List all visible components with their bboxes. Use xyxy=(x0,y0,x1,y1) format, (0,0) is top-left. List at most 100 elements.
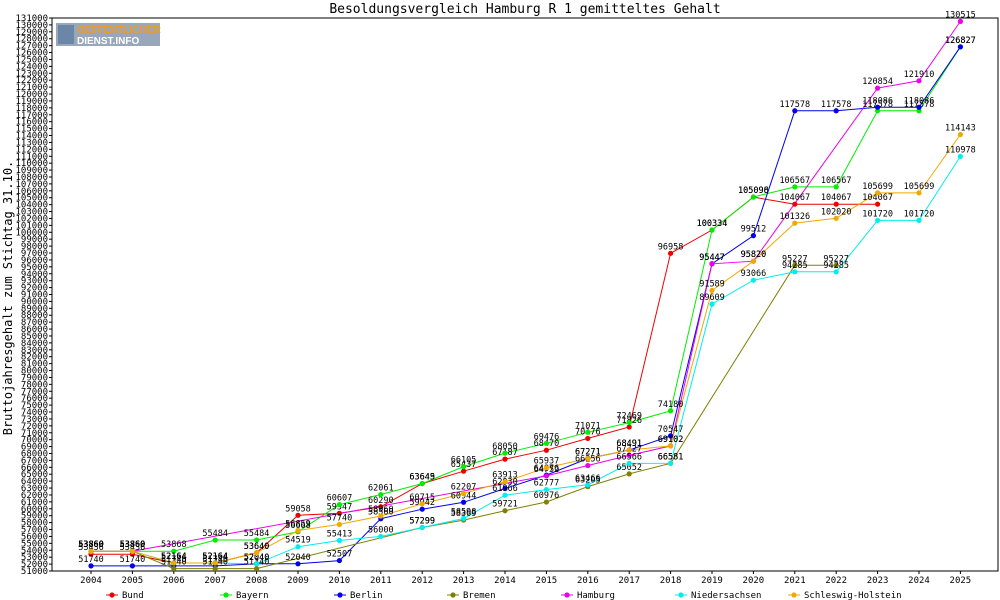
y-tick-label: 126000 xyxy=(15,49,48,59)
data-label: 94285 xyxy=(823,261,849,271)
data-label: 74180 xyxy=(658,400,684,410)
logo-text-line2: DIENST.INFO xyxy=(77,36,139,47)
y-tick-label: 83000 xyxy=(21,346,48,356)
data-label: 101326 xyxy=(779,212,810,222)
data-label: 51740 xyxy=(202,555,228,565)
data-point xyxy=(543,447,550,453)
x-tick-label: 2004 xyxy=(80,576,102,586)
data-label: 52164 xyxy=(202,552,228,562)
data-point xyxy=(254,561,260,567)
data-label: 93066 xyxy=(741,269,767,279)
data-point xyxy=(585,462,591,469)
y-tick-label: 58000 xyxy=(21,519,48,529)
data-label: 55484 xyxy=(244,529,270,539)
y-tick-label: 131000 xyxy=(15,14,48,24)
y-tick-label: 116000 xyxy=(15,118,48,128)
x-tick-label: 2010 xyxy=(329,576,351,586)
data-label: 53860 xyxy=(78,540,104,550)
data-point xyxy=(626,460,632,467)
data-label: 104067 xyxy=(821,193,852,203)
y-tick-label: 106000 xyxy=(15,187,48,197)
legend-label: Bremen xyxy=(463,591,496,600)
data-label: 60715 xyxy=(409,493,435,503)
legend-marker xyxy=(791,592,797,598)
data-point xyxy=(171,548,177,554)
data-point xyxy=(626,452,632,458)
data-point xyxy=(585,429,591,435)
data-point xyxy=(212,566,218,572)
y-tick-label: 110000 xyxy=(15,159,48,169)
data-point xyxy=(792,184,798,190)
data-label: 62777 xyxy=(534,479,560,489)
data-point xyxy=(171,560,177,566)
data-label: 106567 xyxy=(779,176,810,186)
legend-marker xyxy=(564,592,570,598)
y-tick-label: 94000 xyxy=(21,270,48,280)
data-label: 53868 xyxy=(161,540,187,550)
legend-label: Hamburg xyxy=(577,591,615,600)
y-tick-label: 51000 xyxy=(21,567,48,577)
y-tick-label: 60000 xyxy=(21,505,48,515)
y-tick-label: 85000 xyxy=(21,332,48,342)
data-label: 60944 xyxy=(451,491,477,501)
data-label: 104067 xyxy=(862,193,893,203)
data-label: 126827 xyxy=(945,36,976,46)
y-tick-label: 53000 xyxy=(21,553,48,563)
data-point xyxy=(585,455,591,462)
data-point xyxy=(750,258,757,264)
data-label: 56859 xyxy=(285,519,311,529)
data-label: 100334 xyxy=(697,219,728,229)
data-label: 53860 xyxy=(120,540,146,550)
data-label: 101720 xyxy=(862,209,893,219)
legend-marker xyxy=(109,592,115,598)
plot-area: 5100052000530005400055000560005700058000… xyxy=(15,10,999,586)
data-point xyxy=(668,250,674,256)
y-tick-label: 84000 xyxy=(21,339,48,349)
series-line-bremen xyxy=(91,264,837,570)
data-point xyxy=(543,473,550,479)
data-point xyxy=(585,435,591,442)
data-label: 63205 xyxy=(575,476,601,486)
data-label: 106567 xyxy=(821,176,852,186)
data-point xyxy=(792,108,798,114)
data-point xyxy=(668,433,674,439)
x-tick-label: 2016 xyxy=(577,576,599,586)
data-point xyxy=(957,44,964,50)
data-label: 117578 xyxy=(779,100,810,110)
legend-label: Bund xyxy=(122,591,144,600)
data-point xyxy=(212,537,218,543)
data-point xyxy=(543,440,550,446)
x-tick-label: 2006 xyxy=(163,576,185,586)
data-label: 51740 xyxy=(161,555,187,565)
data-label: 62061 xyxy=(368,484,394,494)
data-label: 69476 xyxy=(534,432,560,442)
data-label: 99512 xyxy=(741,225,767,235)
data-point xyxy=(295,512,301,518)
y-tick-label: 79000 xyxy=(21,373,48,383)
data-label: 117578 xyxy=(821,100,852,110)
data-label: 52507 xyxy=(327,550,353,560)
y-tick-label: 120000 xyxy=(15,90,48,100)
x-tick-label: 2013 xyxy=(453,576,475,586)
legend: Bund Bayern Berlin Bremen Hamburg Niedersachs… xyxy=(106,591,902,600)
data-point xyxy=(171,566,177,572)
data-label: 66581 xyxy=(658,452,684,462)
data-label: 57299 xyxy=(409,516,435,526)
data-point xyxy=(129,563,135,569)
data-label: 53860 xyxy=(120,540,146,550)
y-tick-label: 96000 xyxy=(21,256,48,266)
data-point xyxy=(419,480,425,487)
x-tick-label: 2009 xyxy=(287,576,309,586)
y-tick-label: 87000 xyxy=(21,318,48,328)
data-label: 66105 xyxy=(451,456,477,466)
data-point xyxy=(461,499,467,505)
data-point xyxy=(792,201,798,207)
data-label: 53860 xyxy=(78,540,104,550)
legend-marker xyxy=(678,592,684,598)
data-point xyxy=(295,561,301,567)
data-label: 121910 xyxy=(904,70,935,80)
data-point xyxy=(336,557,342,564)
data-label: 52040 xyxy=(244,553,270,563)
y-tick-label: 55000 xyxy=(21,539,48,549)
